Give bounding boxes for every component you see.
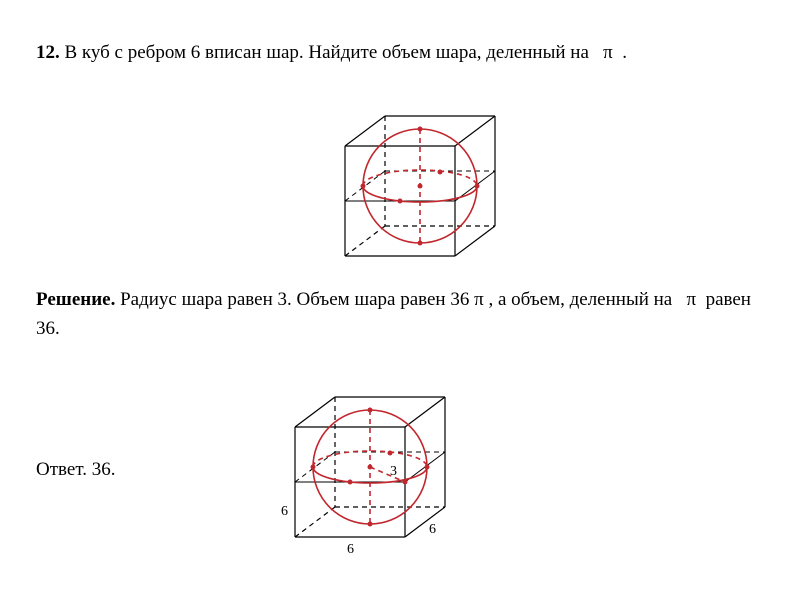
label-edge-right: 6 — [429, 522, 436, 537]
label-radius: 3 — [390, 464, 397, 479]
pi-symbol: π — [603, 42, 613, 63]
pi-symbol: π — [686, 289, 696, 310]
cube-sphere-figure-1 — [315, 76, 525, 266]
solution-paragraph: Решение. Радиус шара равен 3. Объем шара… — [36, 285, 764, 344]
page: 12. В куб с ребром 6 вписан шар. Найдите… — [0, 0, 800, 588]
answer-row: Ответ. 36. — [36, 351, 764, 568]
label-edge-left: 6 — [281, 504, 288, 519]
label-edge-bottom: 6 — [347, 542, 354, 557]
answer-value: 36. — [92, 459, 116, 480]
solution-text-1: Радиус шара равен 3. Объем шара равен 36 — [115, 289, 474, 310]
problem-text-1: В куб с ребром 6 вписан шар. Найдите объ… — [60, 42, 603, 63]
problem-text-2: . — [613, 42, 627, 63]
solution-text-2: , а объем, деленный на — [484, 289, 687, 310]
problem-number: 12. — [36, 42, 60, 63]
answer-line: Ответ. 36. — [36, 459, 115, 481]
figure-1-container — [36, 76, 764, 271]
pi-symbol: π — [474, 289, 484, 310]
problem-statement: 12. В куб с ребром 6 вписан шар. Найдите… — [36, 39, 764, 68]
cube-sphere-figure-2: 3 6 6 6 — [255, 357, 485, 557]
solution-label: Решение. — [36, 289, 115, 310]
figure-2-container: 3 6 6 6 — [155, 357, 485, 562]
answer-label: Ответ. — [36, 459, 92, 480]
